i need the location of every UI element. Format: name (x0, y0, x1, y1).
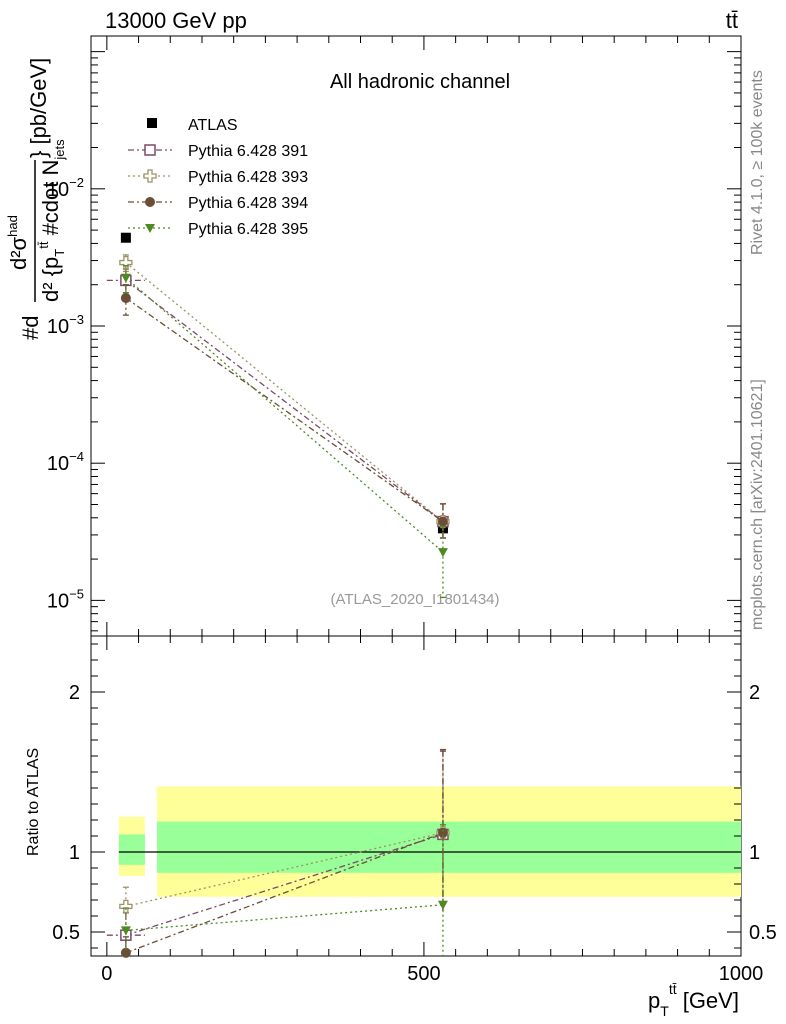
legend-marker-atlas (147, 118, 157, 128)
ylabel-denominator-tail: #cdot N (38, 160, 63, 242)
svg-text:#d: #d (18, 316, 43, 340)
x-tick-label: 1000 (719, 963, 764, 985)
rivet-version-label: Rivet 4.1.0, ≥ 100k events (749, 70, 766, 255)
ylabel-numerator-sup: had (5, 215, 20, 237)
ratio-y-tick-label-right: 1 (749, 842, 760, 864)
main-data-layer (106, 232, 450, 599)
legend-item-pythia-395: Pythia 6.428 395 (128, 221, 308, 238)
ratio-y-tick-label-right: 2 (749, 682, 760, 704)
data-point (120, 232, 131, 243)
data-point (437, 516, 448, 527)
ratio-y-tick-label-left: 1 (69, 842, 80, 864)
legend-label-pythia-391: Pythia 6.428 391 (188, 143, 308, 160)
ylabel-numerator: d²σ (6, 236, 31, 270)
data-point (437, 548, 448, 558)
ratio-data-point (437, 827, 448, 838)
y-tick-label: 10−5 (47, 586, 84, 612)
ylabel-denominator-tail-sub: jets (52, 139, 67, 161)
ratio-data-point (120, 926, 131, 936)
y-tick-label: 10−3 (47, 312, 84, 338)
main-y-axis-label: #d d²σhad d² {pTtt̄ #cdot Njets } [pb/Ge… (5, 58, 67, 340)
mcplots-label: mcplots.cern.ch [arXiv:2401.10621] (749, 379, 766, 630)
legend: ATLAS Pythia 6.428 391 Pythia 6.428 393 … (128, 117, 308, 238)
ratio-y-tick-label-left: 0.5 (52, 922, 80, 944)
process-label: tt̄ (726, 8, 738, 33)
ratio-uncertainty-bands (118, 786, 741, 897)
series-0 (120, 232, 448, 534)
plot-title: All hadronic channel (330, 71, 510, 93)
svg-text:} [pb/GeV]: } [pb/GeV] (26, 58, 51, 158)
ratio-data-layer (106, 748, 450, 958)
xlabel-sub: T (660, 1003, 669, 1019)
series-line (125, 277, 444, 553)
ylabel-prefix: #d (18, 316, 43, 340)
series-line (125, 262, 444, 523)
ratio-series-3 (120, 824, 448, 956)
x-axis-label: pTtt̄ [GeV] (648, 981, 739, 1019)
legend-label-pythia-395: Pythia 6.428 395 (188, 221, 308, 238)
legend-item-pythia-393: Pythia 6.428 393 (128, 169, 308, 186)
series-1 (106, 268, 449, 539)
xlabel-units: [GeV] (677, 988, 739, 1013)
band-inner (156, 821, 741, 873)
band-inner (118, 834, 145, 865)
xlabel-main: p (648, 988, 660, 1013)
data-point (119, 255, 133, 270)
series-line (125, 279, 444, 523)
y-tick-label: 10−2 (47, 175, 84, 201)
ylabel-denominator-sub: T (52, 249, 67, 257)
ratio-series-line (125, 904, 444, 932)
legend-marker-pythia-395 (145, 224, 155, 233)
ratio-y-tick-label-right: 0.5 (749, 922, 777, 944)
data-point (120, 273, 131, 283)
analysis-label: (ATLAS_2020_I1801434) (330, 591, 499, 608)
ylabel-units: } [pb/GeV] (26, 58, 51, 158)
x-tick-label: 500 (407, 963, 440, 985)
svg-text:d²σhad: d²σhad (5, 215, 31, 270)
ratio-series-line (125, 832, 444, 908)
ratio-series-line (125, 832, 444, 954)
legend-item-pythia-391: Pythia 6.428 391 (128, 143, 308, 160)
legend-label-pythia-393: Pythia 6.428 393 (188, 169, 308, 186)
data-point (120, 293, 131, 304)
legend-item-pythia-394: Pythia 6.428 394 (128, 195, 308, 212)
legend-label-atlas: ATLAS (188, 117, 238, 134)
y-tick-label: 10−4 (47, 449, 84, 475)
legend-marker-pythia-394 (145, 197, 155, 207)
series-4 (120, 265, 448, 599)
main-axis-ticks: 10−5 10−4 10−3 10−2 (47, 36, 742, 636)
energy-label: 13000 GeV pp (105, 8, 247, 33)
ylabel-denominator-sup: tt̄ (36, 241, 51, 249)
ylabel-denominator: d² {p (38, 257, 63, 302)
legend-item-atlas: ATLAS (147, 117, 238, 134)
ratio-y-tick-label-left: 2 (69, 682, 80, 704)
svg-text:d² {pTtt̄ #cdot Njets: d² {pTtt̄ #cdot Njets (36, 139, 67, 302)
ratio-data-point (437, 900, 448, 910)
ratio-data-point (119, 899, 133, 914)
legend-label-pythia-394: Pythia 6.428 394 (188, 195, 308, 212)
series-2 (119, 254, 450, 539)
series-3 (120, 284, 448, 539)
legend-marker-pythia-391 (144, 144, 156, 156)
x-tick-label: 0 (101, 963, 112, 985)
series-line (125, 297, 444, 523)
xlabel-sup: tt̄ (669, 981, 677, 997)
ratio-axis-ticks: 0.5 0.5 1 1 2 2 0 500 1000 (52, 636, 777, 985)
ratio-data-point (120, 947, 131, 958)
ratio-y-axis-label: Ratio to ATLAS (25, 748, 42, 856)
